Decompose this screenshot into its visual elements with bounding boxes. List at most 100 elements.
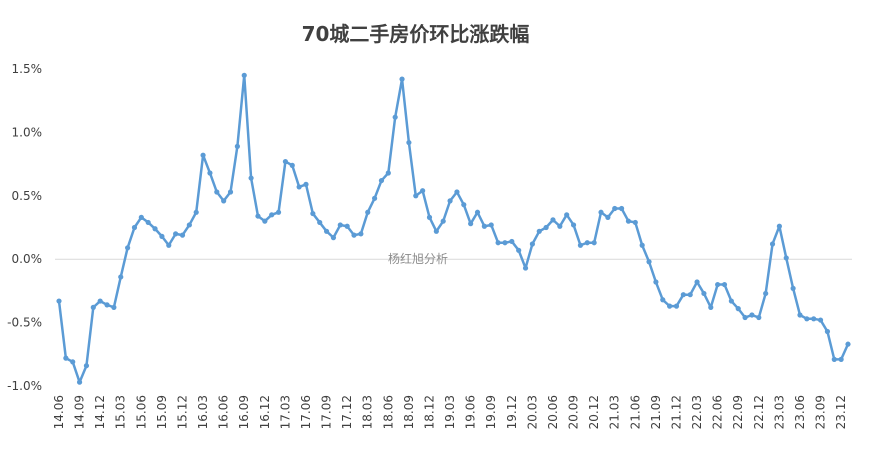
x-tick-label: 17.06 bbox=[299, 395, 313, 429]
x-axis: 14.06 14.09 14.12 15.03 15.06 15.09 15.12 16.03… bbox=[52, 395, 848, 429]
data-point bbox=[790, 285, 796, 291]
data-point bbox=[186, 222, 192, 228]
data-point bbox=[385, 170, 391, 176]
data-point bbox=[694, 279, 700, 285]
data-point bbox=[221, 198, 227, 204]
data-point bbox=[763, 290, 769, 297]
data-point bbox=[344, 223, 350, 229]
data-point bbox=[207, 170, 213, 176]
x-tick-label: 15.06 bbox=[134, 395, 148, 429]
x-tick-label: 20.09 bbox=[567, 395, 581, 429]
data-point bbox=[749, 312, 755, 318]
data-point bbox=[804, 316, 810, 322]
data-point bbox=[557, 223, 563, 229]
data-point bbox=[125, 245, 131, 251]
data-point bbox=[97, 298, 103, 304]
data-point bbox=[728, 298, 734, 304]
data-point bbox=[289, 162, 295, 168]
data-point bbox=[111, 304, 117, 310]
data-point bbox=[783, 255, 789, 261]
x-tick-label: 16.12 bbox=[258, 395, 272, 429]
x-tick-label: 18.06 bbox=[381, 395, 395, 429]
data-point bbox=[104, 302, 110, 308]
data-point bbox=[570, 222, 577, 228]
data-point bbox=[735, 306, 741, 312]
data-point bbox=[426, 214, 433, 220]
data-point bbox=[131, 224, 138, 231]
y-axis: -1.0% -0.5% 0.0% 0.5% 1.0% 1.5% bbox=[7, 62, 852, 393]
x-tick-label: 19.09 bbox=[484, 395, 498, 429]
data-point bbox=[63, 355, 69, 361]
data-point bbox=[680, 292, 686, 298]
data-point bbox=[516, 247, 522, 253]
data-point bbox=[234, 143, 240, 149]
data-point bbox=[687, 292, 693, 298]
data-point bbox=[838, 356, 844, 362]
data-point bbox=[90, 304, 96, 310]
data-point bbox=[612, 205, 618, 212]
data-point bbox=[564, 212, 570, 218]
data-point bbox=[625, 218, 632, 224]
data-point bbox=[461, 202, 467, 208]
data-point bbox=[632, 219, 638, 226]
data-point bbox=[358, 231, 364, 237]
x-tick-label: 15.12 bbox=[175, 395, 189, 429]
x-tick-label: 23.06 bbox=[793, 395, 807, 429]
data-point bbox=[378, 177, 385, 184]
data-point bbox=[145, 219, 151, 226]
x-tick-label: 22.12 bbox=[752, 395, 766, 429]
watermark-text: 杨红旭分析 bbox=[388, 251, 448, 266]
x-tick-label: 17.09 bbox=[320, 395, 334, 429]
x-tick-label: 23.09 bbox=[814, 395, 828, 429]
data-point bbox=[598, 209, 604, 215]
data-point bbox=[502, 240, 508, 246]
data-point bbox=[351, 232, 357, 238]
data-point bbox=[138, 214, 144, 220]
data-point bbox=[536, 228, 542, 234]
x-tick-label: 15.09 bbox=[155, 395, 169, 429]
data-point bbox=[76, 379, 83, 385]
x-tick-label: 17.12 bbox=[340, 395, 354, 429]
x-tick-label: 19.03 bbox=[443, 395, 457, 429]
data-point bbox=[673, 303, 680, 309]
data-point bbox=[653, 279, 659, 285]
x-tick-label: 20.06 bbox=[546, 395, 560, 429]
y-tick-label: -0.5% bbox=[7, 316, 42, 330]
data-point bbox=[660, 297, 666, 303]
data-point bbox=[56, 298, 62, 304]
data-point bbox=[406, 139, 412, 146]
data-point bbox=[166, 242, 172, 248]
y-tick-label: 1.0% bbox=[12, 125, 43, 139]
data-point bbox=[152, 226, 158, 232]
data-point bbox=[118, 274, 124, 280]
y-tick-label: -1.0% bbox=[7, 379, 42, 393]
data-point bbox=[495, 240, 501, 246]
data-point bbox=[721, 281, 728, 288]
data-point bbox=[275, 209, 282, 215]
data-point bbox=[468, 221, 474, 227]
data-point bbox=[214, 189, 220, 195]
x-tick-label: 14.06 bbox=[52, 395, 66, 429]
data-point bbox=[701, 290, 707, 297]
data-point bbox=[845, 341, 851, 347]
x-tick-label: 14.09 bbox=[73, 395, 87, 429]
x-tick-label: 17.03 bbox=[278, 395, 292, 429]
data-point bbox=[296, 184, 302, 190]
data-point bbox=[70, 359, 76, 365]
data-point bbox=[488, 222, 494, 228]
data-point bbox=[831, 356, 837, 362]
data-point bbox=[337, 222, 343, 228]
data-point bbox=[584, 240, 590, 246]
data-point bbox=[454, 189, 460, 195]
data-point bbox=[399, 76, 405, 82]
x-tick-label: 20.12 bbox=[587, 395, 601, 429]
x-tick-label: 16.06 bbox=[217, 395, 231, 429]
x-tick-label: 18.03 bbox=[361, 395, 375, 429]
data-point bbox=[797, 312, 803, 318]
x-tick-label: 15.03 bbox=[114, 395, 128, 429]
data-point bbox=[303, 181, 309, 187]
data-point bbox=[365, 209, 371, 215]
data-point bbox=[522, 265, 529, 271]
x-tick-label: 18.09 bbox=[402, 395, 416, 429]
x-tick-label: 23.12 bbox=[834, 395, 848, 429]
